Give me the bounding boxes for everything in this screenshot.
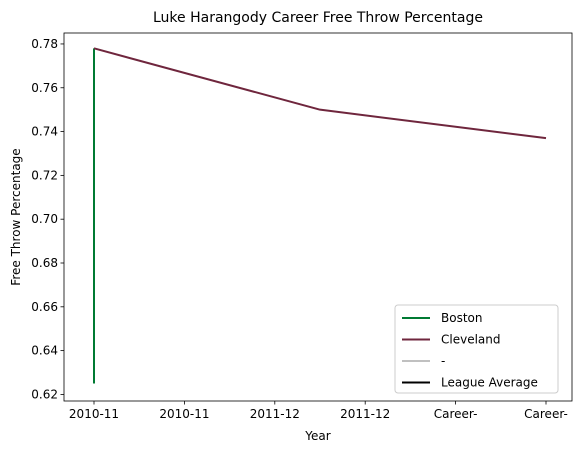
x-tick-label: 2010-11 <box>69 407 119 421</box>
y-tick-label: 0.68 <box>31 256 58 270</box>
chart-title: Luke Harangody Career Free Throw Percent… <box>153 10 483 26</box>
x-tick-label: 2011-12 <box>340 407 390 421</box>
y-axis-label: Free Throw Percentage <box>9 148 23 285</box>
legend-label-boston: Boston <box>441 311 482 325</box>
y-tick-label: 0.66 <box>31 300 58 314</box>
y-tick-label: 0.64 <box>31 344 58 358</box>
y-axis-ticks: 0.62 0.64 0.66 0.68 0.70 0.72 0.74 0.76 0.78 <box>31 37 64 401</box>
legend-label-cleveland: Cleveland <box>441 333 501 347</box>
series-layer <box>93 47 547 384</box>
plot-area: 0.62 0.64 0.66 0.68 0.70 0.72 0.74 0.76 0.78 201… <box>31 32 573 421</box>
series-line-cleveland <box>93 47 547 140</box>
y-tick-label: 0.72 <box>31 168 58 182</box>
legend-label-league-average: League Average <box>441 376 538 390</box>
x-axis-label: Year <box>304 429 330 443</box>
x-tick-label: Career- <box>434 407 478 421</box>
x-axis-ticks: 2010-11 2010-11 2011-12 2011-12 Career- Caree… <box>69 401 568 421</box>
x-tick-label: Career- <box>524 407 568 421</box>
legend-frame <box>394 304 559 394</box>
legend: Boston Cleveland - League Average <box>394 304 559 394</box>
y-tick-label: 0.70 <box>31 212 58 226</box>
x-tick-label: 2010-11 <box>159 407 209 421</box>
y-tick-label: 0.78 <box>31 37 58 51</box>
y-tick-label: 0.74 <box>31 125 58 139</box>
y-tick-label: 0.76 <box>31 81 58 95</box>
x-tick-label: 2011-12 <box>250 407 300 421</box>
y-tick-label: 0.62 <box>31 387 58 401</box>
legend-label-dash: - <box>441 354 445 368</box>
